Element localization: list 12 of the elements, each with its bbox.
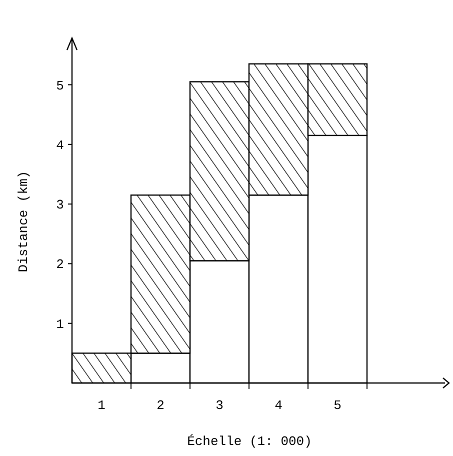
y-tick-label: 4: [56, 138, 64, 153]
x-axis-title: Échelle (1: 000): [187, 434, 312, 449]
y-axis-title: Distance (km): [16, 170, 31, 272]
x-tick-label: 1: [98, 398, 106, 413]
x-tick-label: 2: [156, 398, 164, 413]
x-tick-label: 5: [334, 398, 342, 413]
x-tick-label: 3: [216, 398, 224, 413]
y-tick-label: 5: [56, 78, 64, 94]
x-tick-label: 4: [274, 398, 283, 413]
y-tick-label: 1: [56, 316, 64, 332]
y-tick-label: 2: [56, 257, 64, 272]
y-tick-label: 3: [56, 198, 64, 213]
